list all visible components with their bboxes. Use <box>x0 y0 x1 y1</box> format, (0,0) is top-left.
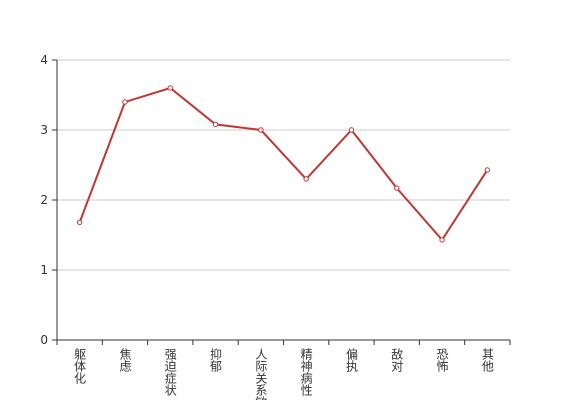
x-tick-label: 敌对 <box>390 347 404 372</box>
point <box>348 127 355 133</box>
point <box>76 219 83 226</box>
point <box>258 127 264 133</box>
y-tick-label: 3 <box>40 123 48 137</box>
point <box>122 99 128 105</box>
point <box>167 85 173 91</box>
x-tick-label: 焦虑 <box>118 348 132 372</box>
y-tick-label: 4 <box>40 53 48 67</box>
y-tick-label: 2 <box>40 193 48 207</box>
y-tick-label: 0 <box>40 333 48 347</box>
x-tick-label: 躯体化 <box>73 347 87 385</box>
x-tick-label: 人际关系敏感 <box>254 348 268 400</box>
x-tick-label: 精神病性 <box>299 348 313 397</box>
y-tick-label: 1 <box>40 263 48 277</box>
point <box>212 121 219 128</box>
x-tick-label: 其他 <box>480 348 494 372</box>
line <box>78 86 489 242</box>
x-tick-label: 偏执 <box>344 347 358 373</box>
point <box>303 176 309 182</box>
x-tick-label: 恐怖 <box>435 348 449 372</box>
x-tick-label: 强迫症状 <box>163 348 177 396</box>
point <box>484 167 491 173</box>
point <box>394 185 400 191</box>
x-tick-label: 抑郁 <box>209 347 223 373</box>
point <box>439 237 445 243</box>
